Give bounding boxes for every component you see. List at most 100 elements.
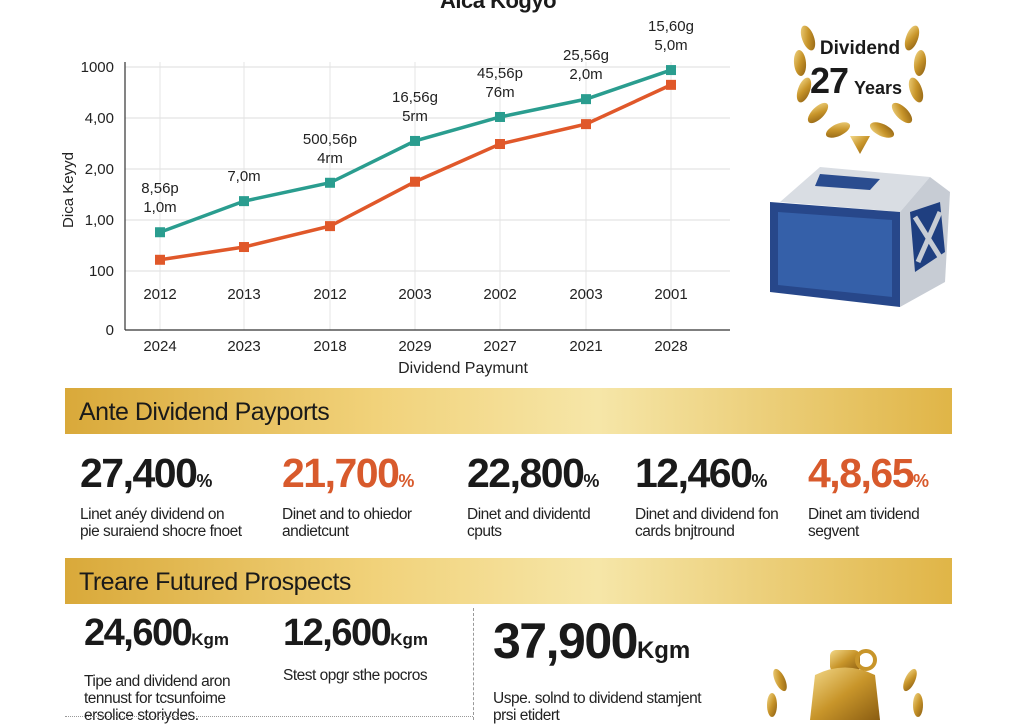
stat-description: Tipe and dividend aron: [84, 673, 231, 690]
data-label: 45,56p: [477, 65, 523, 82]
data-label: 76m: [485, 84, 514, 101]
stat-unit: Kgm: [390, 630, 429, 649]
y-tick-label: 4,00: [85, 110, 114, 127]
stat-value: 12,600: [283, 612, 392, 654]
data-label: 1,0m: [143, 199, 176, 216]
y-tick-label: 1000: [81, 59, 114, 76]
stat-description: pie suraiend shocre fnoet: [80, 523, 242, 540]
stat-description: andietcunt: [282, 523, 349, 540]
data-label: 7,0m: [227, 168, 260, 185]
data-point-teal: [239, 196, 249, 207]
stat-description: Uspe. solnd to dividend stamjent: [493, 690, 702, 707]
y-tick-label: 0: [106, 322, 114, 339]
stat-description: Dinet and to ohiedor: [282, 506, 412, 523]
x-tick-label: 2021: [569, 338, 602, 355]
stat-payport: 22,800% Dinet and dividentd cputs: [467, 452, 599, 540]
trophy-icon: [767, 649, 923, 720]
data-point-teal: [581, 94, 591, 105]
stat-prospect: 12,600Kgm Stest opgr sthe pocros: [283, 612, 428, 684]
data-point-orange: [325, 221, 335, 232]
x-tick-label: 2012: [143, 286, 176, 303]
stat-prospect: 24,600Kgm Tipe and dividend aron tennust …: [84, 612, 231, 724]
stat-description: cputs: [467, 523, 502, 540]
stat-description: tennust for tcsunfoime: [84, 690, 226, 707]
stat-unit: Kgm: [191, 630, 230, 649]
y-axis-label: Dica Keyyd: [60, 152, 77, 228]
y-tick-label: 2,00: [85, 161, 114, 178]
stat-unit: %: [751, 471, 768, 491]
divider: [65, 716, 473, 717]
machine-illustration: [770, 167, 950, 307]
data-label: 8,56p: [141, 180, 179, 197]
x-tick-label: 2029: [398, 338, 431, 355]
data-label: 16,56g: [392, 89, 438, 106]
stat-prospect: 37,900Kgm Uspe. solnd to dividend stamje…: [493, 612, 702, 724]
badge-line2: Years: [854, 78, 903, 98]
badge-line1: Dividend: [819, 38, 901, 59]
data-point-orange: [155, 254, 165, 265]
data-label: 2,0m: [569, 66, 602, 83]
badge-number: 27: [810, 60, 849, 101]
x-tick-label: 2018: [313, 338, 346, 355]
stat-unit: %: [583, 471, 600, 491]
x-tick-label: 2013: [227, 286, 260, 303]
stat-unit: Kgm: [636, 637, 691, 664]
stat-description: Stest opgr sthe pocros: [283, 667, 428, 684]
stat-value: 27,400: [80, 450, 198, 496]
data-point-teal: [666, 65, 676, 76]
stat-unit: %: [913, 471, 930, 491]
x-tick-label: 2023: [227, 338, 260, 355]
data-label: 4rm: [317, 150, 343, 167]
stat-value: 21,700: [282, 450, 400, 496]
section-banner-prospects: Treare Futured Prospects: [65, 558, 952, 604]
stat-description: Dinet and dividentd: [467, 506, 591, 523]
stat-value: 4,8,65: [808, 450, 915, 496]
data-label: 25,56g: [563, 47, 609, 64]
data-label: 5,0m: [654, 37, 687, 54]
stat-unit: %: [196, 471, 213, 491]
x-tick-label: 2027: [483, 338, 516, 355]
data-point-orange: [495, 139, 505, 150]
x-tick-label: 2012: [313, 286, 346, 303]
data-point-teal: [410, 135, 420, 146]
data-point-teal: [325, 177, 335, 188]
stat-payport: 27,400% Linet anéy dividend on pie suraie…: [80, 452, 242, 540]
stat-description: Dinet and dividend fon: [635, 506, 779, 523]
divider: [473, 608, 474, 720]
data-point-orange: [239, 242, 249, 253]
stat-payport: 12,460% Dinet and dividend fon cards bnjt…: [635, 450, 779, 540]
x-tick-label: 2024: [143, 338, 176, 355]
data-label: 15,60g: [648, 18, 694, 35]
x-axis-label: Dividend Paymunt: [398, 360, 528, 377]
data-point-orange: [410, 176, 420, 187]
y-tick-label: 100: [89, 263, 114, 280]
stat-value: 37,900: [493, 613, 638, 669]
stat-value: 22,800: [467, 450, 585, 496]
data-point-orange: [666, 79, 676, 90]
stat-value: 12,460: [635, 450, 753, 496]
chart-title: Aica Kogyo: [440, 0, 557, 13]
section-banner-payports: Ante Dividend Payports: [65, 388, 952, 434]
line-chart: 0 100 1,00 2,00 4,00 1000 2012 2024 2013 2023 2012…: [60, 18, 730, 377]
data-label: 5rm: [402, 108, 428, 125]
data-point-teal: [155, 227, 165, 238]
x-tick-label: 2028: [654, 338, 687, 355]
data-point-orange: [581, 119, 591, 130]
stat-description: Dinet am tividend: [808, 506, 920, 523]
stat-description: cards bnjtround: [635, 523, 735, 540]
x-tick-label: 2003: [398, 286, 431, 303]
stat-value: 24,600: [84, 612, 193, 654]
stat-description: segvent: [808, 523, 859, 540]
data-point-teal: [495, 111, 505, 122]
stat-payport: 21,700% Dinet and to ohiedor andietcunt: [282, 452, 414, 540]
stat-description: prsi etidert: [493, 707, 560, 724]
laurel-wreath-icon: [793, 25, 927, 154]
x-tick-label: 2001: [654, 286, 687, 303]
dividend-years-badge: Dividend 27 Years: [780, 8, 940, 158]
stat-payport: 4,8,65% Dinet am tividend segvent: [808, 452, 929, 540]
x-tick-label: 2002: [483, 286, 516, 303]
x-tick-label: 2003: [569, 286, 602, 303]
y-tick-label: 1,00: [85, 212, 114, 229]
stat-description: Linet anéy dividend on: [80, 506, 225, 523]
stat-unit: %: [398, 471, 415, 491]
